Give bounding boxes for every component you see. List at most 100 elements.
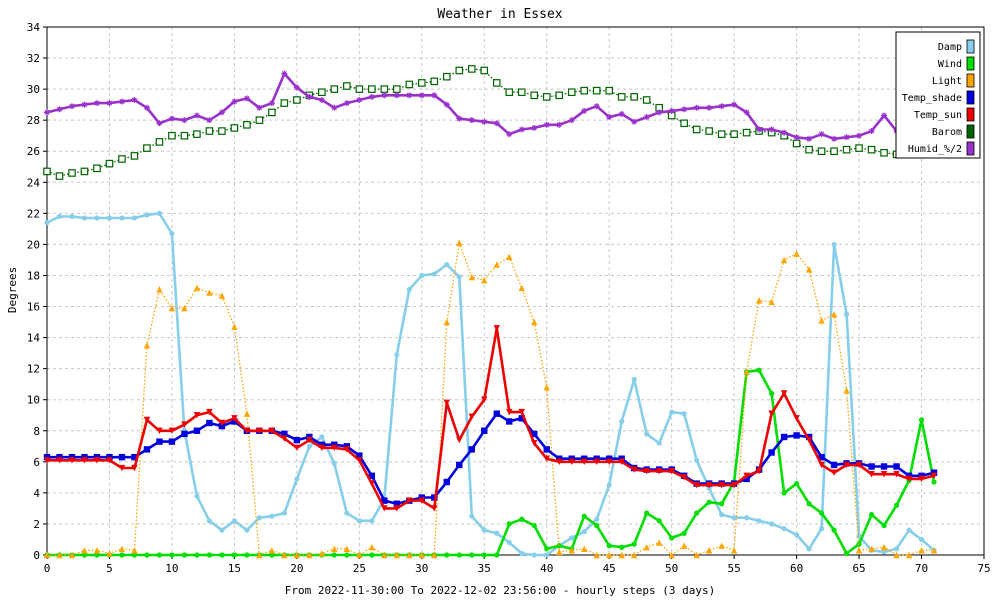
series-group: [43, 65, 938, 559]
legend-swatch: [966, 73, 975, 88]
data-point: [930, 547, 938, 554]
data-point: [343, 545, 351, 552]
series-light: [43, 239, 938, 559]
data-point: [693, 104, 700, 111]
data-point: [369, 518, 375, 524]
data-point: [893, 502, 900, 508]
data-point: [880, 471, 888, 478]
legend-swatch: [966, 124, 975, 139]
data-point: [118, 453, 126, 461]
data-point: [643, 544, 650, 551]
data-point: [368, 93, 375, 100]
legend-label: Light: [932, 76, 962, 87]
data-point: [556, 548, 563, 556]
data-point: [456, 274, 462, 280]
data-point: [131, 215, 138, 221]
data-point: [605, 86, 614, 95]
data-point: [481, 276, 488, 284]
data-point: [431, 505, 438, 512]
data-point: [493, 261, 500, 268]
data-point: [556, 458, 563, 466]
data-point: [718, 103, 725, 110]
data-point: [530, 91, 539, 100]
data-point: [156, 120, 163, 127]
legend-box: [895, 31, 981, 159]
y-tick-label: 2: [33, 518, 40, 531]
data-point: [55, 172, 64, 180]
data-point: [618, 458, 625, 466]
data-point: [655, 467, 663, 475]
data-point: [118, 98, 125, 105]
data-point: [743, 368, 750, 375]
data-point: [856, 132, 863, 139]
data-point: [555, 91, 564, 100]
data-point: [268, 547, 276, 554]
data-point: [794, 480, 800, 487]
data-point: [256, 515, 262, 521]
data-point: [467, 65, 476, 73]
data-point: [431, 551, 438, 559]
data-point: [281, 435, 288, 442]
data-point: [643, 114, 650, 121]
data-point: [43, 457, 51, 464]
data-point: [68, 551, 76, 559]
data-point: [118, 545, 126, 552]
data-point: [518, 415, 525, 422]
data-point: [769, 521, 775, 527]
data-point: [318, 550, 326, 557]
data-point: [506, 521, 512, 527]
data-point: [406, 92, 413, 99]
data-point: [581, 529, 587, 535]
data-point: [492, 79, 501, 87]
data-point: [318, 96, 325, 103]
data-point: [480, 66, 489, 75]
data-point: [218, 109, 225, 116]
data-point: [442, 72, 451, 81]
data-point: [656, 440, 662, 446]
legend-swatch: [966, 141, 975, 156]
data-point: [581, 107, 588, 114]
data-point: [706, 104, 713, 111]
data-point: [131, 96, 138, 103]
data-point: [668, 551, 675, 559]
x-tick-label: 10: [165, 562, 178, 575]
data-point: [793, 134, 800, 141]
data-point: [206, 117, 213, 124]
data-point: [680, 474, 688, 481]
data-point: [343, 82, 351, 90]
data-point: [81, 552, 88, 558]
data-point: [619, 544, 625, 550]
data-point: [206, 408, 213, 416]
x-tick-label: 5: [106, 562, 113, 575]
data-point: [805, 266, 813, 273]
data-point: [630, 466, 638, 473]
data-point: [543, 446, 550, 453]
data-point: [793, 432, 800, 439]
data-point: [468, 446, 475, 453]
data-point: [692, 125, 701, 134]
data-point: [756, 367, 762, 373]
data-point: [718, 542, 725, 549]
data-point: [592, 86, 601, 95]
data-point: [719, 512, 725, 518]
data-point: [406, 286, 412, 293]
data-point: [630, 551, 638, 559]
data-point: [168, 438, 176, 445]
x-tick-label: 30: [415, 562, 428, 575]
data-point: [381, 497, 388, 504]
x-tick-label: 75: [977, 562, 990, 575]
data-point: [393, 505, 401, 512]
data-point: [381, 92, 388, 99]
data-point: [743, 109, 750, 116]
data-point: [818, 317, 825, 324]
data-point: [143, 104, 150, 111]
data-point: [617, 93, 626, 101]
data-point: [531, 552, 537, 558]
y-tick-label: 28: [27, 114, 40, 127]
data-point: [905, 475, 913, 483]
data-point: [506, 131, 513, 138]
data-point: [219, 527, 225, 533]
data-point: [630, 93, 638, 101]
data-point: [780, 256, 788, 264]
